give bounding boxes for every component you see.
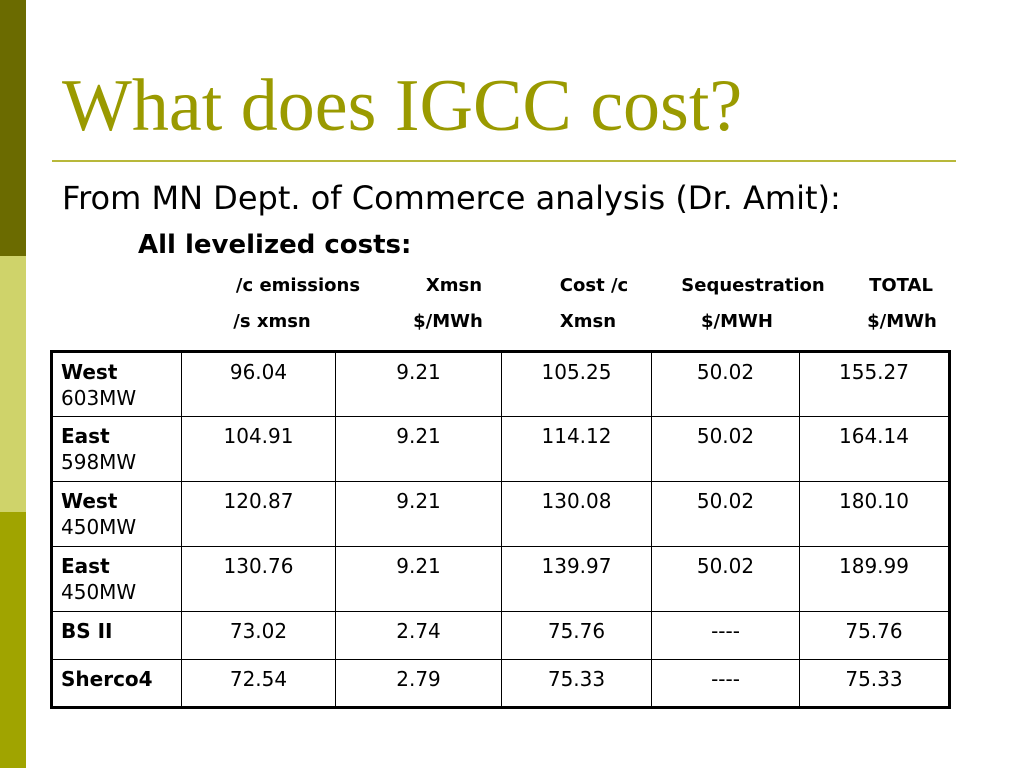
- table-row: Sherco4 72.54 2.79 75.33 ---- 75.33: [51, 659, 950, 708]
- accent-bar-top: [0, 0, 26, 256]
- table-row: BS II 73.02 2.74 75.76 ---- 75.76: [51, 611, 950, 660]
- total-cell: 189.99: [799, 546, 950, 612]
- plant-capacity: 450MW: [61, 515, 137, 539]
- total-cell: 155.27: [799, 351, 950, 417]
- cost-xmsn-cell: 114.12: [501, 416, 652, 482]
- total-cell: 75.33: [799, 659, 950, 708]
- plant-name: BS II: [61, 619, 113, 643]
- table-row: East 450MW 130.76 9.21 139.97 50.02 189.…: [51, 546, 950, 612]
- plant-name: West: [61, 489, 118, 513]
- sequestration-cell: 50.02: [651, 351, 800, 417]
- emissions-cost-cell: 72.54: [181, 659, 336, 708]
- xmsn-cost-cell: 2.79: [335, 659, 502, 708]
- header-cost: Cost /c: [559, 275, 629, 296]
- plant-capacity: 450MW: [61, 580, 137, 604]
- xmsn-cost-cell: 9.21: [335, 546, 502, 612]
- sequestration-cell: ----: [651, 611, 800, 660]
- sequestration-cell: 50.02: [651, 481, 800, 547]
- plant-name: West: [61, 360, 118, 384]
- emissions-cost-cell: 120.87: [181, 481, 336, 547]
- emissions-cost-cell: 130.76: [181, 546, 336, 612]
- sequestration-cell: 50.02: [651, 546, 800, 612]
- accent-bar-middle: [0, 256, 26, 512]
- xmsn-cost-cell: 9.21: [335, 351, 502, 417]
- total-cell: 164.14: [799, 416, 950, 482]
- header-total-unit: $/MWh: [867, 311, 937, 332]
- cost-xmsn-cell: 75.33: [501, 659, 652, 708]
- plant-name: Sherco4: [61, 667, 153, 691]
- header-total: TOTAL: [869, 275, 933, 296]
- levelized-note: All levelized costs:: [138, 230, 412, 260]
- slide-title: What does IGCC cost?: [62, 65, 743, 147]
- cost-xmsn-cell: 75.76: [501, 611, 652, 660]
- plant-name: East: [61, 424, 110, 448]
- plant-cell: BS II: [51, 611, 182, 660]
- plant-cell: West 450MW: [51, 481, 182, 547]
- header-cost-unit: Xmsn: [559, 311, 617, 332]
- header-xmsn: Xmsn: [425, 275, 483, 296]
- title-divider: [52, 160, 956, 162]
- emissions-cost-cell: 96.04: [181, 351, 336, 417]
- emissions-cost-cell: 104.91: [181, 416, 336, 482]
- plant-capacity: 598MW: [61, 450, 137, 474]
- plant-cell: Sherco4: [51, 659, 182, 708]
- table-row: West 603MW 96.04 9.21 105.25 50.02 155.2…: [51, 351, 950, 417]
- header-emissions-unit: /s xmsn: [233, 311, 311, 332]
- plant-cell: West 603MW: [51, 351, 182, 417]
- total-cell: 75.76: [799, 611, 950, 660]
- cost-table: West 603MW 96.04 9.21 105.25 50.02 155.2…: [50, 350, 951, 709]
- xmsn-cost-cell: 9.21: [335, 416, 502, 482]
- header-emissions: /c emissions: [235, 275, 361, 296]
- xmsn-cost-cell: 9.21: [335, 481, 502, 547]
- table-row: East 598MW 104.91 9.21 114.12 50.02 164.…: [51, 416, 950, 482]
- plant-capacity: 603MW: [61, 386, 137, 410]
- xmsn-cost-cell: 2.74: [335, 611, 502, 660]
- accent-bar-bottom: [0, 512, 26, 768]
- cost-xmsn-cell: 130.08: [501, 481, 652, 547]
- sequestration-cell: ----: [651, 659, 800, 708]
- header-sequestration-unit: $/MWH: [701, 311, 773, 332]
- header-xmsn-unit: $/MWh: [413, 311, 483, 332]
- table-row: West 450MW 120.87 9.21 130.08 50.02 180.…: [51, 481, 950, 547]
- sequestration-cell: 50.02: [651, 416, 800, 482]
- plant-name: East: [61, 554, 110, 578]
- header-sequestration: Sequestration: [681, 275, 825, 296]
- plant-cell: East 598MW: [51, 416, 182, 482]
- cost-xmsn-cell: 139.97: [501, 546, 652, 612]
- emissions-cost-cell: 73.02: [181, 611, 336, 660]
- total-cell: 180.10: [799, 481, 950, 547]
- slide-subtitle: From MN Dept. of Commerce analysis (Dr. …: [62, 179, 841, 217]
- cost-xmsn-cell: 105.25: [501, 351, 652, 417]
- plant-cell: East 450MW: [51, 546, 182, 612]
